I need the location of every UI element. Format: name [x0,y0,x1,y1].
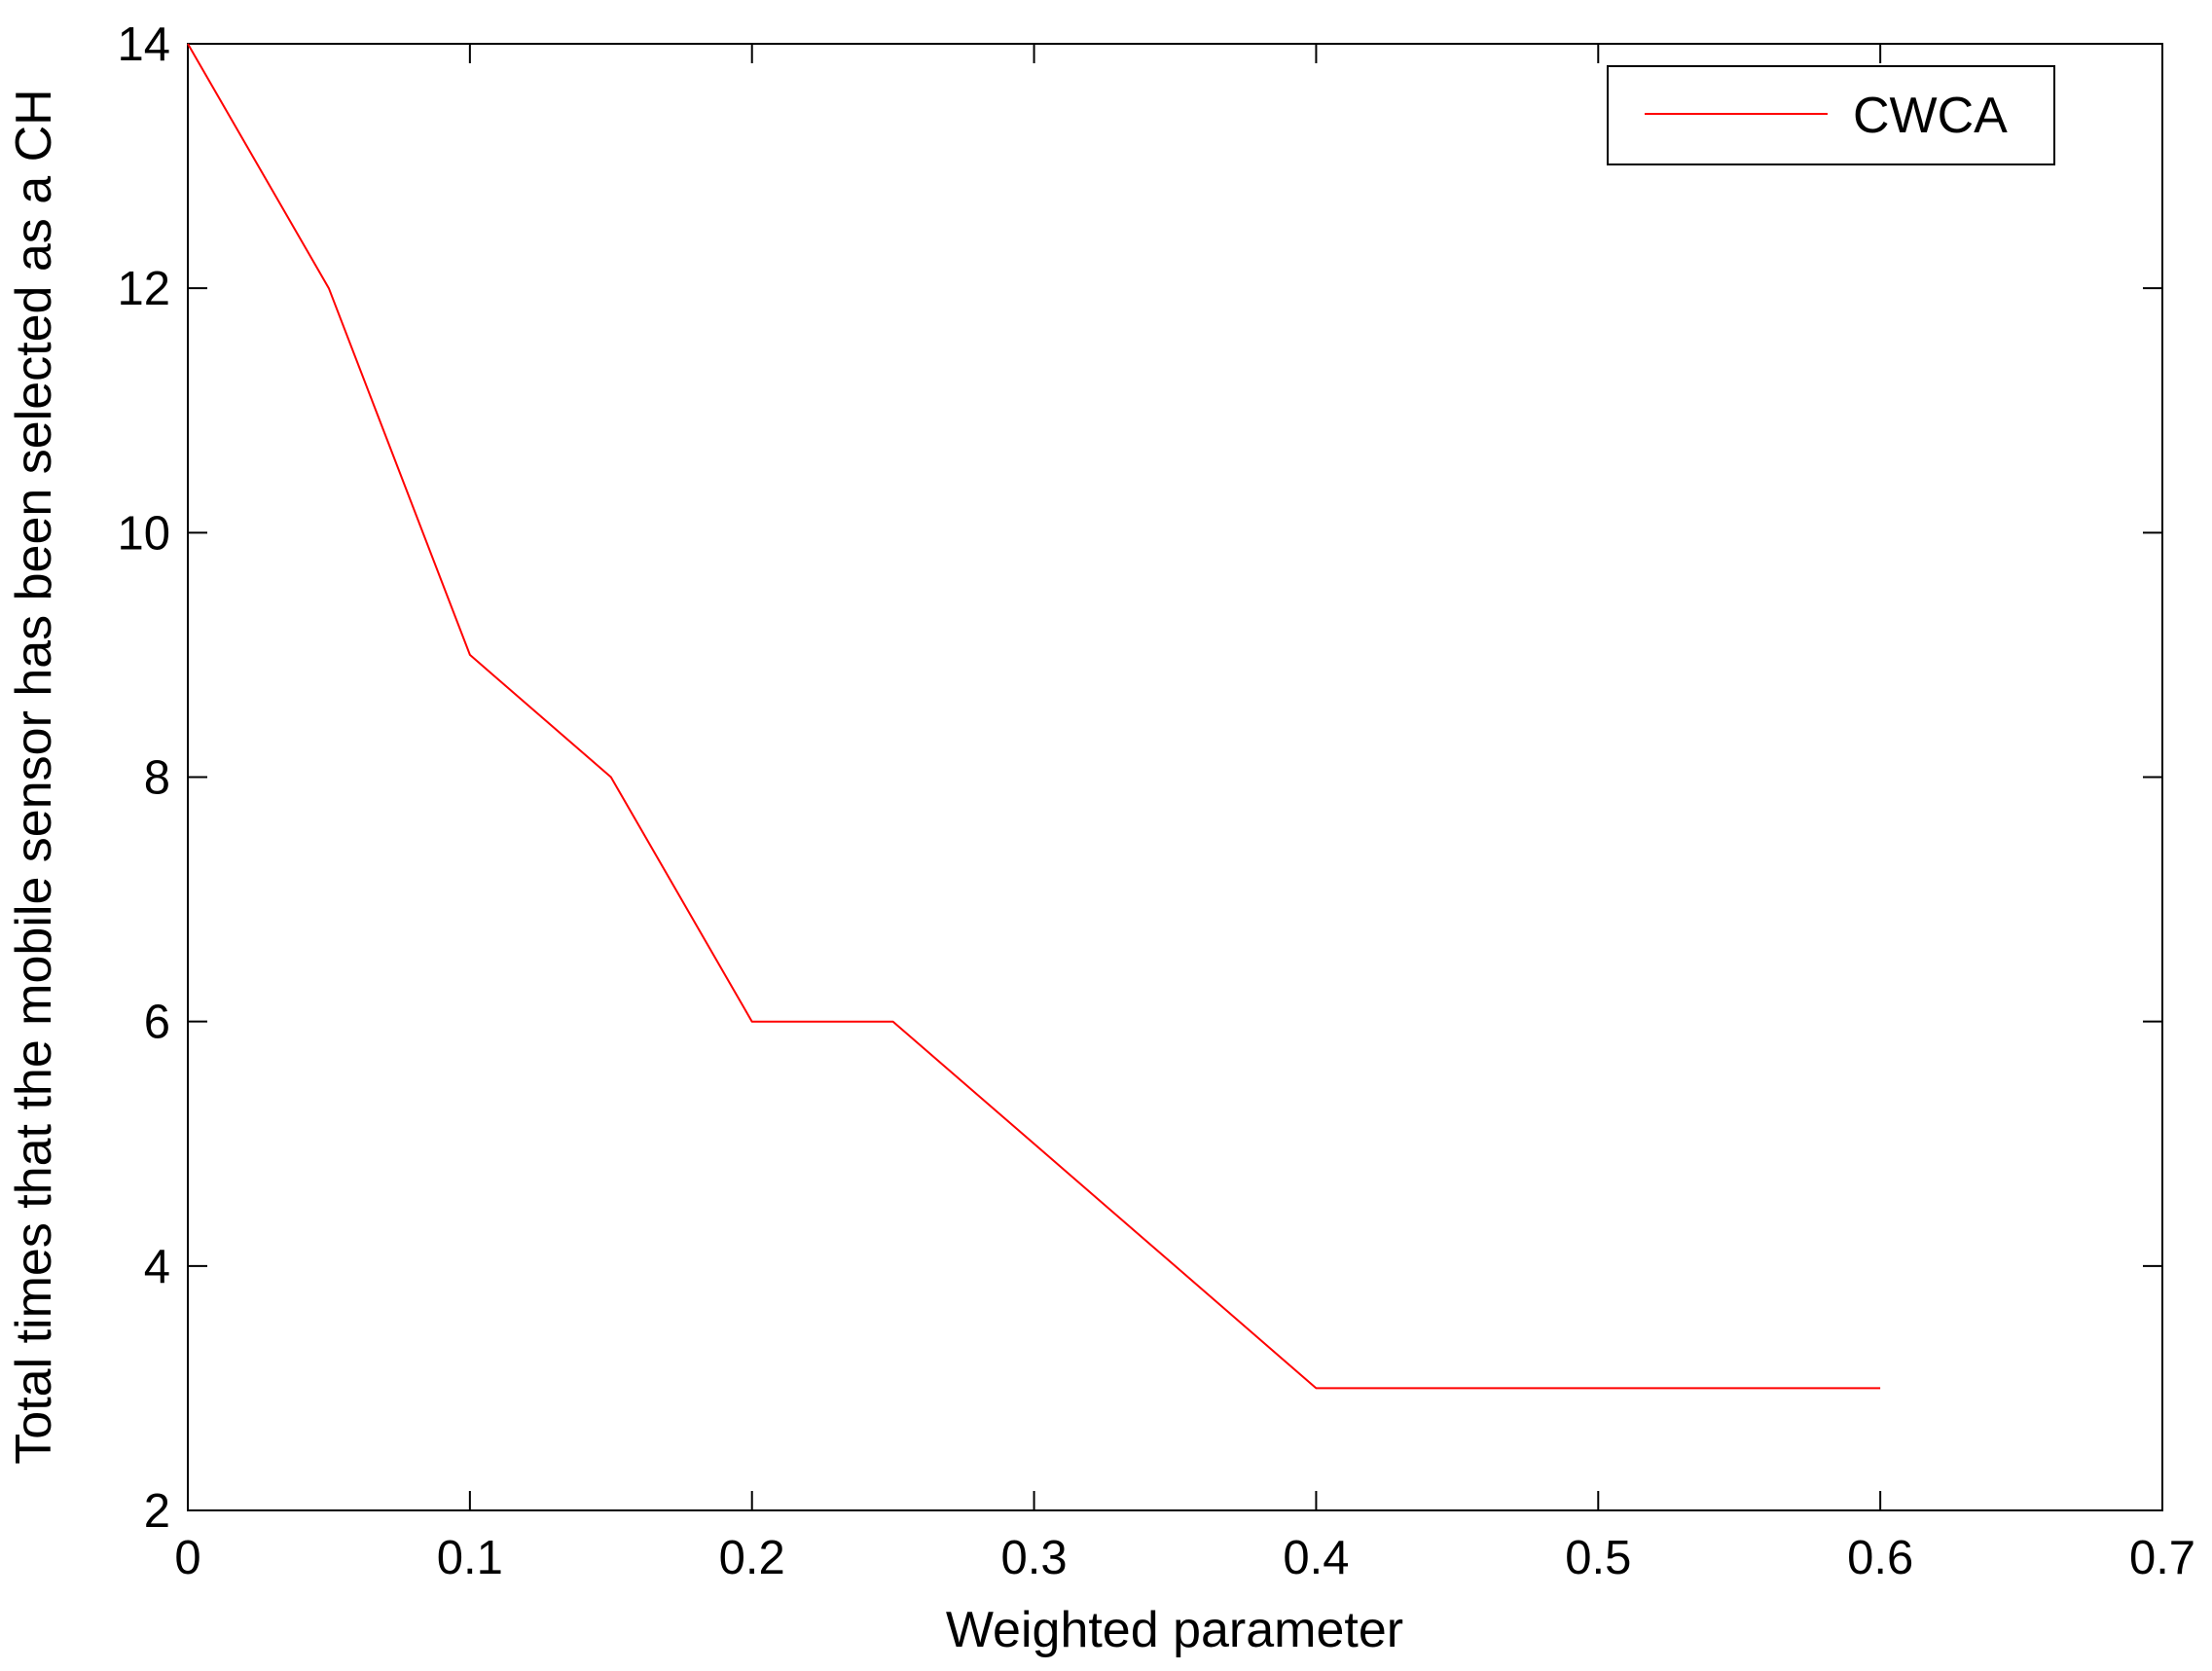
x-tick-label-3: 0.3 [1001,1532,1068,1584]
y-tick-label-1: 4 [144,1241,170,1293]
series-line-cwca [187,43,1881,1390]
y-tick-label-5: 12 [117,263,170,315]
legend: CWCA [1607,65,2055,165]
y-tick-label-3: 8 [144,752,170,805]
y-axis-label: Total times that the mobile sensor has b… [6,89,62,1464]
y-axis-ticks: 2 4 6 8 10 12 14 [117,18,2162,1538]
x-axis-label: Weighted parameter [946,1602,1403,1658]
y-tick-label-2: 6 [144,997,170,1049]
x-tick-label-0: 0 [174,1532,200,1584]
y-tick-label-4: 10 [117,507,170,560]
x-tick-label-6: 0.6 [1847,1532,1913,1584]
x-tick-label-7: 0.7 [2129,1532,2195,1584]
x-tick-label-1: 0.1 [437,1532,503,1584]
legend-box [1607,65,2055,165]
y-tick-label-6: 14 [117,18,170,71]
legend-entry-cwca: CWCA [1853,88,2008,144]
x-tick-label-2: 0.2 [719,1532,785,1584]
y-tick-label-0: 2 [144,1485,170,1538]
series-layer [187,43,1881,1390]
x-tick-label-4: 0.4 [1283,1532,1349,1584]
x-tick-label-5: 0.5 [1565,1532,1631,1584]
plot-area [187,43,2163,1511]
x-axis-ticks: 0 0.1 0.2 0.3 0.4 0.5 0.6 0.7 [174,44,2195,1584]
